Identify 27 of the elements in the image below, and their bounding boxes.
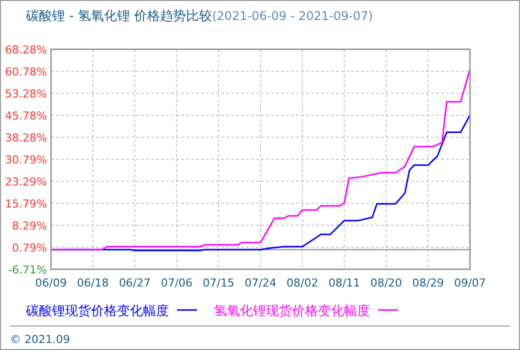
x-tick-label: 08/02 <box>286 276 318 290</box>
y-tick-label: 68.28% <box>5 43 47 56</box>
chart-title: 碳酸锂 - 氢氧化锂 价格趋势比较 <box>25 9 212 24</box>
x-tick-label: 08/29 <box>412 276 444 290</box>
y-tick-label: 23.29% <box>5 175 47 188</box>
text: © 2021.09 <box>10 333 70 346</box>
x-tick-label: 07/06 <box>160 276 193 290</box>
x-tick-label: 08/20 <box>370 276 402 290</box>
x-tick-label: 08/11 <box>328 276 360 290</box>
y-tick-label: -6.71% <box>8 263 47 276</box>
y-tick-label: 38.28% <box>5 131 47 144</box>
y-tick-label: 45.78% <box>5 109 47 122</box>
x-tick-label: 06/18 <box>77 276 109 290</box>
x-tick-label: 06/27 <box>118 276 151 290</box>
x-tick-label: 07/24 <box>244 276 276 290</box>
x-tick-label: 09/07 <box>454 276 486 290</box>
x-tick-label: 06/09 <box>35 276 67 290</box>
y-tick-label: 53.28% <box>5 87 47 100</box>
chart-subtitle: (2021-06-09 - 2021-09-07) <box>212 9 373 23</box>
y-tick-label: 60.78% <box>5 65 47 78</box>
y-tick-label: 0.79% <box>12 241 47 254</box>
legend-label: 氢氧化锂现货价格变化幅度 <box>214 303 370 319</box>
legend-label: 碳酸锂现货价格变化幅度 <box>25 303 169 319</box>
y-tick-label: 8.29% <box>12 219 47 232</box>
y-tick-label: 15.79% <box>5 197 47 210</box>
y-tick-label: 30.79% <box>5 153 47 166</box>
x-tick-label: 07/15 <box>202 276 234 290</box>
